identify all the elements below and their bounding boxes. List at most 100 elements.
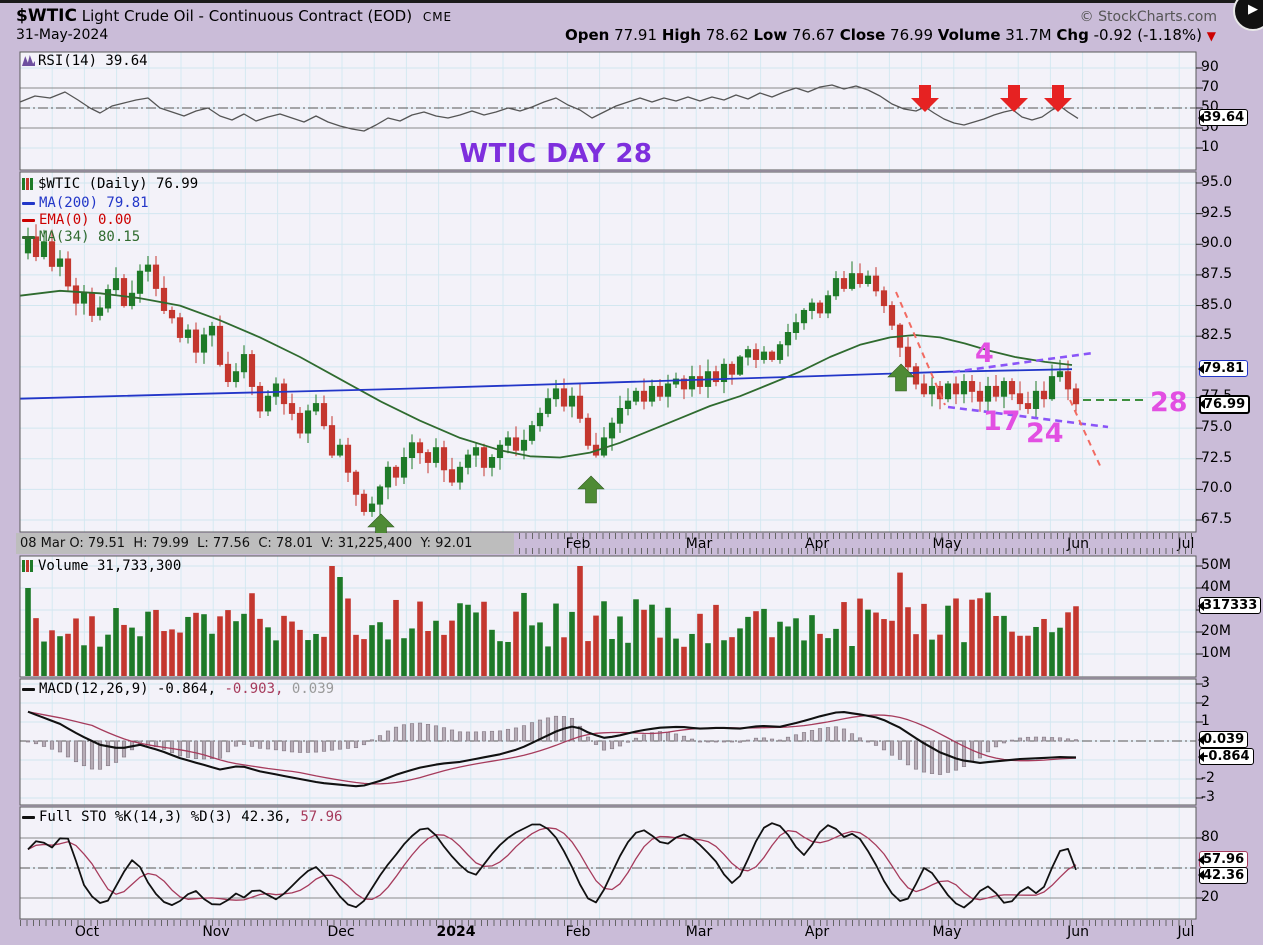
sto-value-d: 57.96: [300, 809, 343, 825]
price-legend: $WTIC (Daily) 76.99: [22, 176, 198, 192]
crosshair-info-bar: 08 Mar O: 79.51 H: 79.99 L: 77.56 C: 78.…: [16, 533, 514, 554]
chart-date: 31-May-2024: [16, 27, 109, 43]
axis-tick-rsi: 90: [1201, 59, 1219, 75]
ma34-legend: MA(34) 80.15: [22, 229, 140, 245]
axis-tick-vol: 20M: [1201, 623, 1231, 639]
axis-tick-vol: 10M: [1201, 645, 1231, 661]
bottom-axis-month: Jul: [1177, 924, 1195, 940]
axis-tick-macd: 1: [1201, 713, 1210, 729]
open-value: 77.91: [614, 26, 658, 44]
open-label: Open: [564, 26, 610, 44]
rsi-legend: RSI(14) 39.64: [22, 53, 148, 69]
window-top-border: [0, 0, 1263, 3]
axis-tick-rsi: 70: [1201, 79, 1219, 95]
close-value: 76.99: [890, 26, 933, 44]
annotation-number: 17: [983, 406, 1021, 437]
axis-tick-price: 85.0: [1201, 296, 1233, 313]
date-tick-comb: [20, 548, 1196, 554]
annotation-number: 4: [975, 338, 994, 369]
bottom-axis-month: Nov: [202, 924, 230, 940]
ma200-legend: MA(200) 79.81: [22, 195, 149, 211]
bottom-axis-month: Dec: [327, 924, 355, 940]
exchange: CME: [422, 10, 453, 24]
high-label: High: [661, 26, 701, 44]
axis-value-pill: 76.99: [1199, 394, 1251, 414]
macd-value-hist: 0.039: [291, 681, 335, 697]
candlestick-icon: [22, 178, 34, 190]
green-up-arrow-icon: [577, 475, 605, 504]
axis-tick-price: 67.5: [1201, 511, 1233, 527]
date-tick-comb: [20, 533, 1196, 539]
low-label: Low: [753, 26, 788, 44]
axis-tick-macd: 2: [1201, 694, 1210, 710]
rsi-icon: [22, 55, 35, 66]
axis-value-pill: -0.864: [1198, 748, 1254, 766]
axis-tick-price: 82.5: [1201, 327, 1233, 344]
stockcharts-credit: © StockCharts.com: [1079, 9, 1217, 25]
symbol-description: Light Crude Oil - Continuous Contract (E…: [81, 7, 413, 25]
axis-tick-price: 75.0: [1201, 419, 1233, 436]
axis-tick-price: 92.5: [1201, 204, 1233, 221]
quote-summary: Open 77.91 High 78.62 Low 76.67 Close 76…: [540, 26, 1216, 44]
ma34-line-icon: [22, 235, 35, 239]
bottom-axis-month: Mar: [685, 924, 713, 940]
bottom-axis-month: Jun: [1067, 924, 1089, 940]
bottom-axis-month: Apr: [804, 924, 830, 940]
sto-value-k: Full STO %K(14,3) %D(3) 42.36,: [39, 809, 292, 825]
axis-tick-vol: 40M: [1201, 579, 1231, 595]
volume-icon: [22, 560, 34, 572]
chg-value: -0.92 (-1.18%): [1093, 26, 1202, 44]
axis-tick-rsi: 10: [1201, 139, 1219, 155]
bottom-axis-month: 2024: [436, 924, 476, 940]
macd-line-icon: [22, 687, 35, 691]
axis-tick-macd: 3: [1201, 675, 1210, 691]
ema0-legend-text: EMA(0) 0.00: [39, 212, 132, 228]
volume-value: 31.7M: [1005, 26, 1052, 44]
sto-legend: Full STO %K(14,3) %D(3) 42.36, 57.96: [22, 809, 342, 825]
volume-legend: Volume 31,733,300: [22, 558, 181, 574]
axis-tick-price: 72.5: [1201, 449, 1233, 466]
close-label: Close: [839, 26, 886, 44]
sto-line-icon: [22, 815, 35, 819]
axis-tick-macd: -3: [1201, 789, 1215, 805]
axis-tick-price: 87.5: [1201, 265, 1233, 282]
rsi-legend-text: RSI(14) 39.64: [38, 53, 148, 69]
axis-tick-macd: -2: [1201, 770, 1215, 786]
date-tick-comb: [20, 920, 1196, 926]
volume-label: Volume: [937, 26, 1001, 44]
ma34-legend-text: MA(34) 80.15: [39, 229, 141, 245]
macd-value-signal: -0.903,: [224, 681, 284, 697]
price-legend-text: $WTIC (Daily) 76.99: [38, 176, 199, 192]
axis-tick-price: 95.0: [1201, 174, 1233, 190]
symbol: $WTIC: [16, 6, 77, 26]
ema0-legend: EMA(0) 0.00: [22, 212, 132, 228]
axis-value-pill: 39.64: [1197, 109, 1249, 127]
annotation-number: 24: [1026, 418, 1064, 449]
volume-legend-text: Volume 31,733,300: [38, 558, 182, 574]
ema0-line-icon: [22, 218, 35, 222]
red-down-arrow-icon: [1044, 85, 1072, 112]
red-down-arrow-icon: [911, 85, 939, 112]
chart-title: $WTIC Light Crude Oil - Continuous Contr…: [16, 6, 452, 26]
macd-value-main: MACD(12,26,9) -0.864,: [39, 681, 217, 697]
axis-value-pill: 0.039: [1197, 731, 1249, 749]
axis-value-pill: 79.81: [1197, 360, 1249, 378]
axis-value-pill: 42.36: [1197, 866, 1249, 884]
bottom-axis-month: Oct: [74, 924, 100, 940]
red-down-arrow-icon: [1000, 85, 1028, 112]
bottom-axis-month: Feb: [565, 924, 591, 940]
axis-value-pill: 317333: [1197, 597, 1262, 615]
chg-label: Chg: [1056, 26, 1089, 44]
axis-value-pill: 57.96: [1197, 851, 1249, 869]
axis-tick-sto: 20: [1201, 889, 1219, 905]
chg-down-triangle-icon: ▼: [1206, 29, 1216, 43]
bottom-axis-month: May: [932, 924, 962, 940]
green-up-arrow-icon: [887, 363, 915, 392]
axis-tick-price: 70.0: [1201, 480, 1233, 497]
ma200-line-icon: [22, 201, 35, 205]
ma200-legend-text: MA(200) 79.81: [39, 195, 149, 211]
high-value: 78.62: [705, 26, 749, 44]
annotation-number: 28: [1150, 387, 1188, 418]
annotation-banner: WTIC DAY 28: [459, 139, 653, 169]
